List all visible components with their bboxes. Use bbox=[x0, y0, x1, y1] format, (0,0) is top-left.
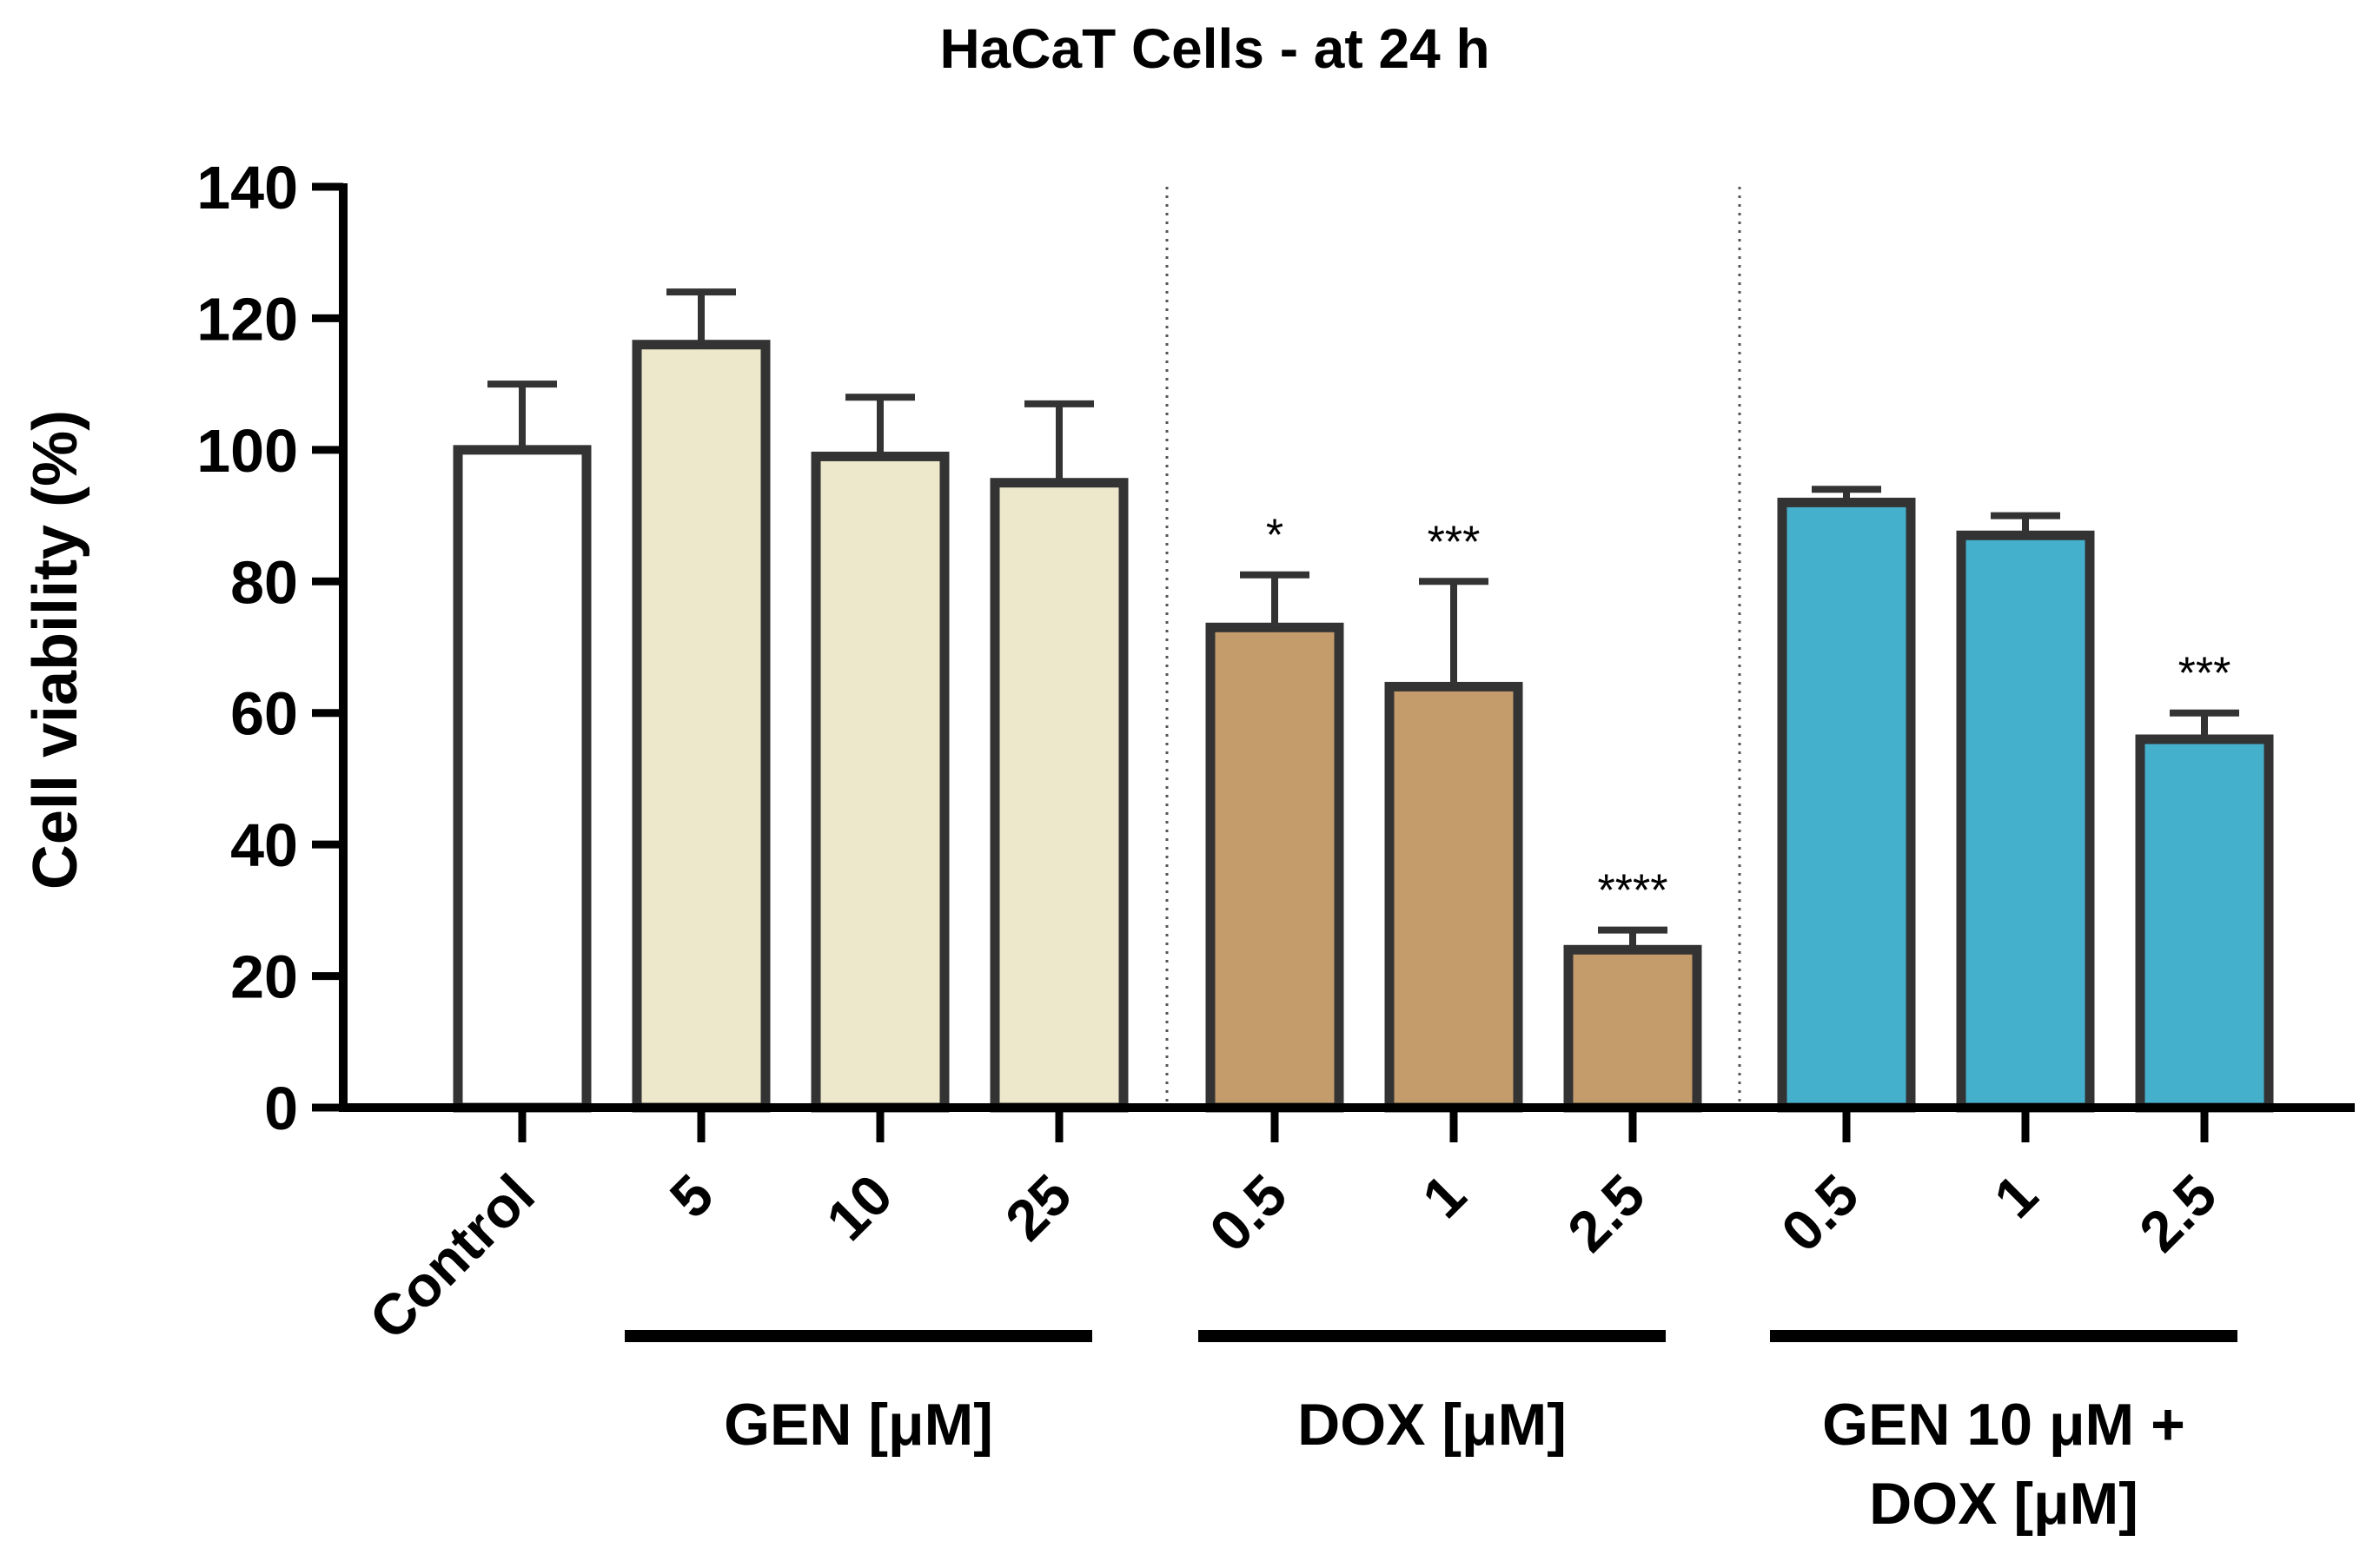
group-brackets: GEN [μM] DOX [μM] GEN 10 μM + DOX [μM] bbox=[625, 1330, 2237, 1537]
y-tick-label-40: 40 bbox=[230, 811, 298, 879]
bars bbox=[453, 340, 2274, 1113]
bar-4 bbox=[1205, 622, 1344, 1113]
bar-2 bbox=[811, 451, 950, 1113]
x-tick-label-4: 0.5 bbox=[1197, 1162, 1299, 1264]
group-label-1-0: DOX [μM] bbox=[1297, 1392, 1567, 1458]
y-tick-label-60: 60 bbox=[230, 680, 298, 748]
significance-marks: * ********** bbox=[1266, 511, 2230, 916]
bar-9 bbox=[2135, 734, 2274, 1113]
bar-6 bbox=[1563, 944, 1702, 1113]
y-axis-label: Cell viability (%) bbox=[21, 410, 90, 890]
y-ticks: 0 20 40 60 80 100 120 140 bbox=[196, 154, 343, 1142]
error-bars bbox=[487, 288, 2239, 950]
y-tick-label-120: 120 bbox=[196, 285, 298, 353]
x-tick-label-2: 10 bbox=[814, 1162, 905, 1253]
axes bbox=[339, 183, 2355, 1112]
y-tick-label-140: 140 bbox=[196, 154, 298, 222]
y-tick-label-20: 20 bbox=[230, 943, 298, 1011]
x-tick-label-8: 1 bbox=[1982, 1162, 2050, 1230]
bar-3 bbox=[990, 478, 1129, 1113]
group-label-2-0: GEN 10 μM + bbox=[1822, 1392, 2185, 1458]
bar-0 bbox=[453, 445, 592, 1113]
x-tick-label-5: 1 bbox=[1410, 1162, 1478, 1230]
x-tick-label-1: 5 bbox=[658, 1162, 726, 1230]
x-tick-label-9: 2.5 bbox=[2127, 1162, 2229, 1264]
significance-9: *** bbox=[2178, 649, 2231, 699]
chart-title: HaCaT Cells - at 24 h bbox=[939, 17, 1489, 80]
x-tick-label-3: 25 bbox=[993, 1162, 1084, 1253]
significance-5: *** bbox=[1428, 517, 1481, 567]
bar-7 bbox=[1777, 497, 1916, 1113]
x-tick-label-0: Control bbox=[357, 1162, 547, 1352]
bar-8 bbox=[1956, 530, 2095, 1113]
bar-1 bbox=[632, 340, 771, 1113]
bar-5 bbox=[1384, 681, 1523, 1113]
y-tick-label-100: 100 bbox=[196, 417, 298, 485]
significance-6: **** bbox=[1598, 866, 1668, 916]
y-tick-label-0: 0 bbox=[264, 1075, 298, 1142]
group-separators bbox=[1165, 187, 1741, 1108]
x-tick-label-6: 2.5 bbox=[1555, 1162, 1657, 1264]
significance-4: * bbox=[1266, 511, 1283, 561]
group-label-2-1: DOX [μM] bbox=[1869, 1471, 2138, 1537]
x-ticks: Control 5 10 25 0.5 1 2.5 0.5 1 2.5 bbox=[357, 1108, 2229, 1352]
y-tick-label-80: 80 bbox=[230, 548, 298, 616]
group-label-0-0: GEN [μM] bbox=[724, 1392, 993, 1458]
x-tick-label-7: 0.5 bbox=[1769, 1162, 1871, 1264]
